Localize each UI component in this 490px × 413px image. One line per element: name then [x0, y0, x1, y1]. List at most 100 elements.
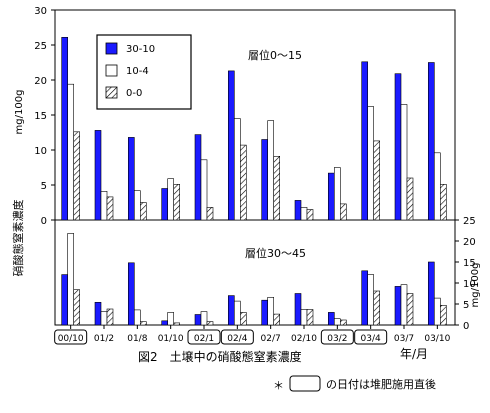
- bar-bottom-10-4-01/10: [167, 312, 174, 326]
- bar-top-0-0-01/2: [106, 196, 114, 221]
- top-panel-annotation: 層位0～15: [248, 48, 302, 62]
- bottom-plot-frame: [54, 219, 456, 326]
- bar-bottom-30-10-01/8: [128, 262, 135, 326]
- date-box-00/10: [54, 329, 88, 345]
- xtick-label-02/10: 02/10: [291, 334, 317, 344]
- bar-top-0-0-02/7: [273, 156, 281, 221]
- ytick-label-bottom-25: 25: [463, 216, 476, 227]
- bar-top-30-10-02/10: [294, 200, 302, 221]
- bar-bottom-0-0-01/8: [140, 321, 147, 326]
- legend-swatch-10-4: [105, 64, 118, 77]
- bar-bottom-30-10-02/7: [261, 299, 269, 326]
- bar-top-0-0-02/10: [306, 209, 314, 221]
- footnote-box-icon: [289, 375, 321, 392]
- bar-bottom-30-10-02/1: [194, 314, 202, 326]
- bar-bottom-0-0-01/10: [173, 322, 180, 326]
- bar-top-10-4-01/10: [167, 178, 174, 221]
- xtick-label-03/4: 03/4: [361, 334, 381, 344]
- bar-top-10-4-03/2: [333, 167, 341, 221]
- legend: 30-10 10-4 0-0: [96, 34, 192, 110]
- bar-bottom-30-10-03/4: [361, 270, 369, 326]
- bar-bottom-0-0-01/2: [106, 308, 114, 326]
- bar-bottom-0-0-02/10: [306, 309, 314, 326]
- xtick-label-00/10: 00/10: [58, 334, 84, 344]
- bar-bottom-10-4-02/4: [234, 300, 241, 326]
- bar-top-10-4-02/4: [234, 118, 241, 221]
- ytick-label-bottom-15: 15: [463, 258, 476, 269]
- bar-bottom-10-4-00/10: [67, 233, 74, 326]
- ytick-label-bottom-20: 20: [463, 237, 476, 248]
- bar-top-10-4-02/10: [300, 207, 308, 221]
- bar-top-30-10-02/1: [194, 134, 202, 221]
- bar-top-0-0-03/4: [373, 140, 381, 221]
- bar-bottom-10-4-02/7: [267, 296, 275, 326]
- xtick-label-03/10: 03/10: [424, 334, 450, 344]
- bar-top-0-0-03/10: [439, 184, 447, 221]
- bar-top-30-10-03/7: [394, 73, 402, 221]
- bar-top-30-10-01/8: [128, 137, 135, 221]
- ytick-label-bottom-10: 10: [463, 279, 476, 290]
- ytick-label-top-0: 0: [41, 216, 47, 227]
- ytick-label-top-25: 25: [34, 41, 47, 52]
- xtick-label-03/7: 03/7: [394, 334, 414, 344]
- bar-top-30-10-02/4: [228, 70, 235, 221]
- bar-top-30-10-03/4: [361, 61, 369, 221]
- bar-bottom-30-10-03/7: [394, 286, 402, 326]
- bar-top-30-10-02/7: [261, 139, 269, 221]
- ytick-label-bottom-5: 5: [463, 300, 469, 311]
- bar-top-0-0-02/4: [240, 144, 247, 221]
- bar-top-10-4-01/2: [100, 191, 108, 221]
- xtick-label-01/10: 01/10: [158, 334, 184, 344]
- bar-bottom-10-4-03/10: [433, 297, 441, 326]
- bar-top-30-10-03/10: [427, 62, 435, 221]
- bar-top-0-0-03/2: [339, 203, 347, 221]
- bar-bottom-0-0-02/7: [273, 313, 281, 326]
- legend-label-30-10: 30-10: [126, 44, 155, 55]
- bar-top-10-4-02/1: [200, 159, 208, 221]
- bar-bottom-10-4-03/7: [400, 284, 408, 326]
- bar-bottom-10-4-02/1: [200, 311, 208, 326]
- bar-top-30-10-01/2: [94, 130, 102, 221]
- bar-bottom-30-10-03/10: [427, 261, 435, 326]
- bar-bottom-10-4-03/4: [367, 274, 375, 326]
- legend-swatch-30-10: [105, 42, 118, 55]
- bar-bottom-0-0-03/10: [439, 304, 447, 326]
- left-y-axis-title: mg/100g: [14, 90, 25, 135]
- bar-top-10-4-01/8: [134, 190, 141, 221]
- legend-label-0-0: 0-0: [126, 88, 142, 99]
- xtick-label-03/2: 03/2: [327, 334, 347, 344]
- ytick-label-top-10: 10: [34, 146, 47, 157]
- bar-bottom-0-0-03/7: [406, 293, 414, 326]
- bar-bottom-30-10-03/2: [327, 312, 335, 326]
- ytick-label-bottom-0: 0: [463, 321, 469, 332]
- ytick-label-top-30: 30: [34, 6, 47, 17]
- xtick-label-02/4: 02/4: [227, 334, 247, 344]
- date-box-03/4: [354, 329, 388, 345]
- bar-top-30-10-03/2: [327, 172, 335, 221]
- bar-top-0-0-01/8: [140, 202, 147, 221]
- bar-bottom-0-0-03/4: [373, 290, 381, 326]
- bar-bottom-10-4-03/2: [333, 318, 341, 326]
- bar-top-0-0-03/7: [406, 177, 414, 221]
- bar-bottom-30-10-00/10: [61, 274, 69, 326]
- xtick-label-02/1: 02/1: [194, 334, 214, 344]
- ytick-label-top-5: 5: [41, 181, 47, 192]
- bar-top-30-10-01/10: [161, 188, 168, 221]
- bar-top-10-4-02/7: [267, 120, 275, 221]
- right-y-axis-title: mg/100g: [470, 263, 481, 308]
- bar-bottom-0-0-03/2: [339, 319, 347, 326]
- figure-caption: 図2 土壌中の硝酸態窒素濃度: [138, 349, 302, 364]
- bar-top-10-4-00/10: [67, 83, 74, 221]
- ytick-label-top-20: 20: [34, 76, 47, 87]
- bar-bottom-30-10-01/2: [94, 301, 102, 326]
- x-axis-unit: 年/月: [400, 347, 428, 361]
- bar-bottom-0-0-02/4: [240, 312, 247, 326]
- xtick-label-01/8: 01/8: [127, 334, 147, 344]
- footnote-asterisk: ＊: [273, 379, 284, 392]
- xtick-label-01/2: 01/2: [94, 334, 114, 344]
- date-box-03/2: [320, 329, 354, 345]
- bar-top-30-10-00/10: [61, 36, 69, 221]
- xtick-label-02/7: 02/7: [261, 334, 281, 344]
- bottom-panel-annotation: 層位30～45: [245, 246, 306, 260]
